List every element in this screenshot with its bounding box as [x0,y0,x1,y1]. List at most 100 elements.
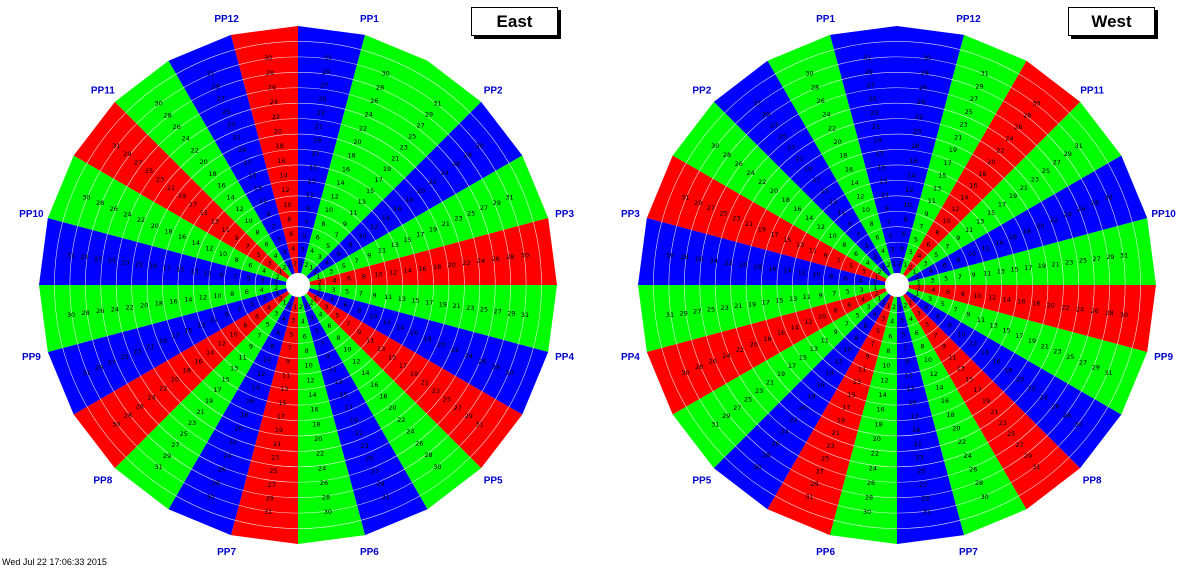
east-row-number: 6 [276,329,280,337]
east-row-number: 6 [344,301,348,309]
east-row-number: 9 [286,358,290,366]
east-row-number: 23 [156,175,164,183]
west-row-number: 22 [1050,216,1058,224]
west-row-number: 14 [805,214,813,222]
west-row-number: 1 [903,261,907,269]
east-label-pp2: PP2 [484,85,503,96]
west-row-number: 22 [828,124,836,132]
east-row-number: 18 [433,263,441,271]
west-row-number: 25 [917,467,925,475]
east-row-number: 4 [291,245,295,253]
west-row-number: 23 [755,387,763,395]
west-row-number: 21 [1051,260,1059,268]
east-label-pp9: PP9 [22,352,41,363]
east-row-number: 15 [403,236,411,244]
west-row-number: 19 [837,416,845,424]
west-row-number: 1 [882,264,886,272]
west-row-number: 26 [817,97,825,105]
west-row-number: 7 [958,273,962,281]
west-row-number: 8 [961,290,965,298]
west-ring-divider [684,72,1110,498]
east-row-number: 10 [244,217,252,225]
west-row-number: 23 [1065,259,1073,267]
east-row-number: 19 [383,165,391,173]
west-row-number: 20 [952,424,960,432]
west-row-number: 7 [871,340,875,348]
west-row-number: 16 [768,265,776,273]
west-row-number: 11 [821,337,829,345]
west-row-number: 18 [839,152,847,160]
east-row-number: 31 [82,369,90,377]
east-row-number: 13 [377,345,385,353]
east-center-hole [286,273,310,297]
east-row-number: 23 [466,304,474,312]
east-row-number: 21 [452,302,460,310]
east-row-number: 20 [274,127,282,135]
west-row-number: 8 [920,343,924,351]
east-sector-23 [168,34,295,275]
east-row-number: 27 [416,121,424,129]
east-row-number: 9 [372,291,376,299]
east-row-number: 4 [318,310,322,318]
east-row-number: 26 [96,307,104,315]
east-row-number: 8 [336,334,340,342]
east-row-number: 17 [163,264,171,272]
west-row-number: 31 [666,311,674,319]
west-ring-divider [699,87,1095,483]
east-row-number: 23 [400,143,408,151]
west-row-number: 4 [861,295,865,303]
west-row-number: 24 [917,98,925,106]
east-row-number: 2 [278,295,282,303]
west-row-number: 3 [917,310,921,318]
west-row-number: 24 [1063,211,1071,219]
west-row-number: 3 [862,267,866,275]
west-sector-3 [713,60,891,277]
east-row-number: 8 [235,256,239,264]
west-row-number: 5 [846,288,850,296]
west-label-pp11: PP11 [1080,85,1104,96]
east-row-number: 17 [374,176,382,184]
west-row-number: 23 [732,215,740,223]
west-row-number: 21 [766,379,774,387]
east-row-number: 21 [196,408,204,416]
east-row-number: 8 [349,241,353,249]
east-row-number: 27 [320,82,328,90]
east-row-number: 31 [67,251,75,259]
east-row-number: 26 [218,465,226,473]
east-row-number: 5 [335,311,339,319]
east-row-number: 8 [243,322,247,330]
west-row-number: 10 [942,217,950,225]
east-row-number: 11 [384,293,392,301]
east-row-number: 20 [448,261,456,269]
timestamp-footer: Wed Jul 22 17:06:33 2015 [2,557,107,567]
west-row-number: 22 [958,438,966,446]
east-row-number: 7 [272,223,276,231]
west-row-number: 5 [925,321,929,329]
west-row-number: 25 [1007,430,1015,438]
west-row-number: 10 [968,250,976,258]
west-row-number: 13 [976,217,984,225]
east-row-number: 17 [189,201,197,209]
west-row-number: 6 [902,230,906,238]
west-row-number: 23 [787,143,795,151]
east-row-number: 22 [316,450,324,458]
west-row-number: 28 [1023,111,1031,119]
west-sector-2 [767,34,894,275]
east-row-number: 28 [424,451,432,459]
west-row-number: 2 [908,264,912,272]
west-row-number: 1 [898,303,902,311]
east-row-number: 18 [348,152,356,160]
east-row-number: 31 [112,142,120,150]
east-row-number: 8 [357,307,361,315]
east-row-number: 13 [334,378,342,386]
west-row-number: 12 [969,340,977,348]
west-row-number: 6 [915,329,919,337]
east-row-number: 15 [222,375,230,383]
west-row-number: 15 [821,187,829,195]
west-row-number: 21 [990,408,998,416]
east-row-number: 7 [237,305,241,313]
west-row-number: 3 [930,277,934,285]
west-row-number: 6 [864,322,868,330]
east-row-number: 23 [188,419,196,427]
east-row-number: 11 [378,246,386,254]
